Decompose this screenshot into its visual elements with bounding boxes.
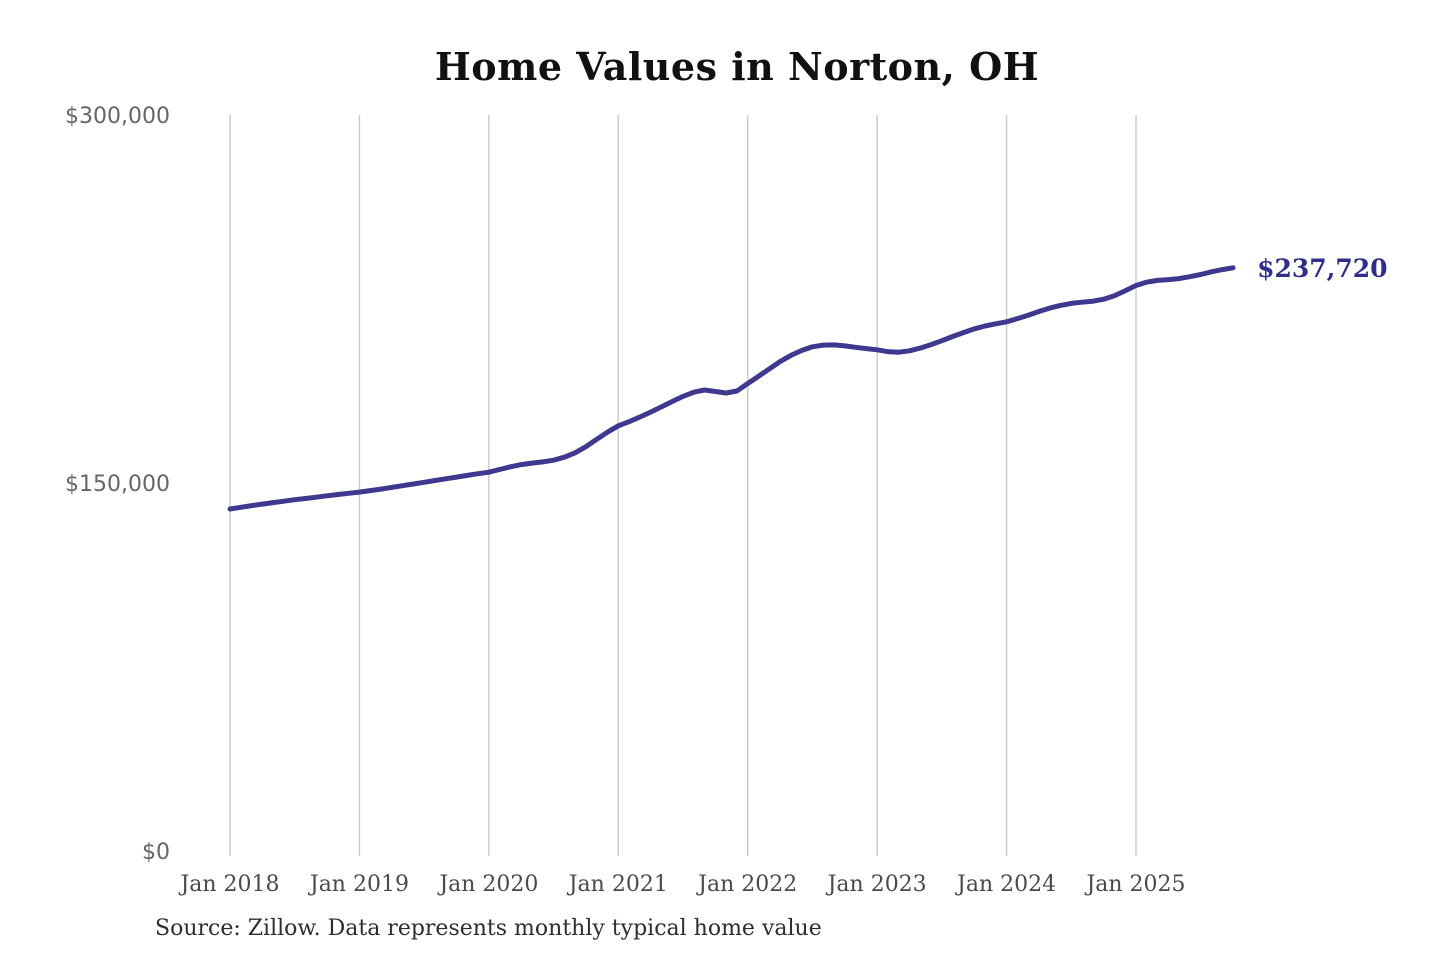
x-tick-label: Jan 2018 — [178, 872, 279, 897]
y-tick-label: $300,000 — [65, 104, 170, 129]
source-note: Source: Zillow. Data represents monthly … — [155, 916, 822, 941]
x-tick-label: Jan 2020 — [437, 872, 538, 897]
home-value-line — [227, 265, 1236, 512]
y-tick-label: $0 — [142, 840, 170, 865]
x-tick-label: Jan 2024 — [955, 872, 1056, 897]
x-tick-label: Jan 2025 — [1084, 872, 1185, 897]
x-tick-label: Jan 2021 — [567, 872, 668, 897]
x-tick-label: Jan 2022 — [696, 872, 797, 897]
x-tick-label: Jan 2023 — [826, 872, 927, 897]
chart-title: Home Values in Norton, OH — [434, 44, 1040, 89]
x-tick-label: Jan 2019 — [308, 872, 409, 897]
y-tick-label: $150,000 — [65, 472, 170, 497]
current-value-label: $237,720 — [1257, 254, 1387, 283]
